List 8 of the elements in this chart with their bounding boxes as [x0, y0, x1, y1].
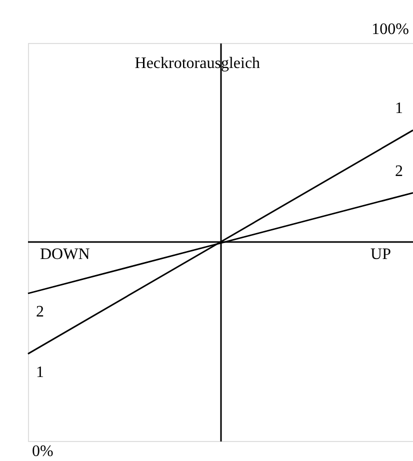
- text: 1: [395, 100, 403, 118]
- text: 100%: [372, 21, 409, 38]
- series-label: 1: [36, 364, 44, 381]
- series-label: 2: [36, 303, 44, 320]
- annotation: UP: [370, 246, 392, 263]
- annotation: DOWN: [40, 246, 90, 263]
- text: 0%: [32, 443, 54, 460]
- text: 2: [395, 162, 403, 180]
